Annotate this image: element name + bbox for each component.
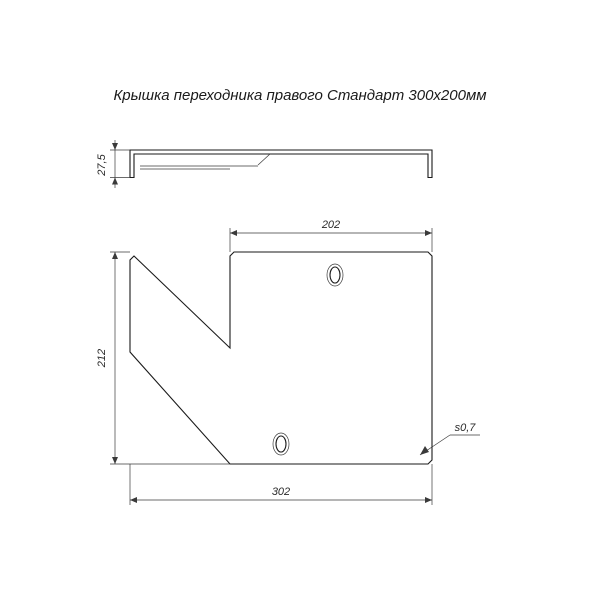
dim-top-width-partial: 202 (230, 219, 432, 252)
dim-top-height-full-value: 212 (96, 349, 108, 368)
dim-top-width-full-value: 302 (272, 486, 290, 498)
drawing-title: Крышка переходника правого Стандарт 300х… (113, 87, 486, 104)
thickness-callout: s0,7 (420, 422, 480, 455)
dim-side-height: 27,5 (96, 140, 130, 188)
slot-hole-top (327, 264, 343, 286)
dim-top-width-partial-value: 202 (321, 219, 340, 231)
slot-hole-bottom (273, 433, 289, 455)
dim-top-width-full: 302 (130, 464, 432, 505)
top-view: 202 302 212 s0,7 (96, 219, 480, 505)
engineering-drawing: Крышка переходника правого Стандарт 300х… (0, 0, 600, 600)
thickness-callout-value: s0,7 (455, 422, 477, 434)
side-view: 27,5 (96, 140, 432, 188)
dim-side-height-value: 27,5 (96, 153, 108, 176)
